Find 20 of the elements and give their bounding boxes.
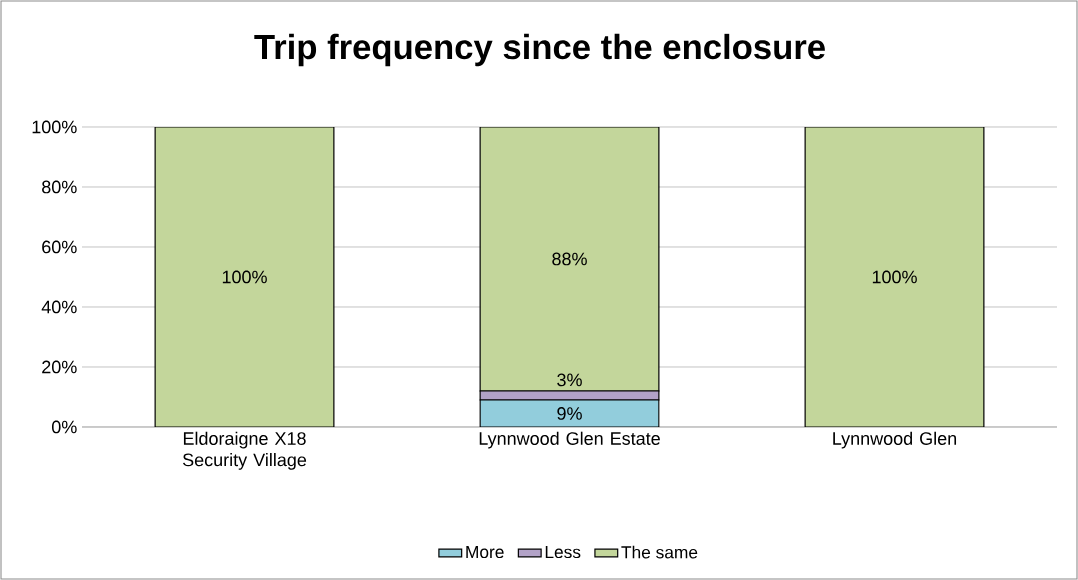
legend-label: Less	[545, 546, 581, 559]
data-label: 9%	[557, 407, 582, 420]
y-tick-label: 80%	[42, 180, 77, 194]
x-tick-label: Lynnwood Glen Estate	[479, 431, 660, 449]
data-label: 100%	[872, 270, 917, 284]
data-label: 100%	[222, 270, 267, 284]
y-tick-label: 100%	[32, 120, 77, 134]
chart-title: Trip frequency since the enclosure	[254, 33, 825, 67]
legend-label: More	[466, 546, 504, 559]
data-label: 3%	[557, 373, 582, 387]
y-tick-label: 40%	[41, 300, 77, 314]
y-tick-label: 0%	[51, 420, 77, 434]
y-tick-label: 20%	[42, 360, 77, 374]
bar	[154, 126, 335, 427]
x-tick-label: Lynnwood Glen	[833, 431, 957, 449]
bar	[804, 126, 985, 427]
legend-label: The same	[621, 545, 698, 559]
x-tick-label: Eldoraigne X18 Security Village	[182, 431, 307, 470]
y-tick-label: 60%	[42, 240, 77, 254]
data-label: 88%	[552, 252, 587, 266]
